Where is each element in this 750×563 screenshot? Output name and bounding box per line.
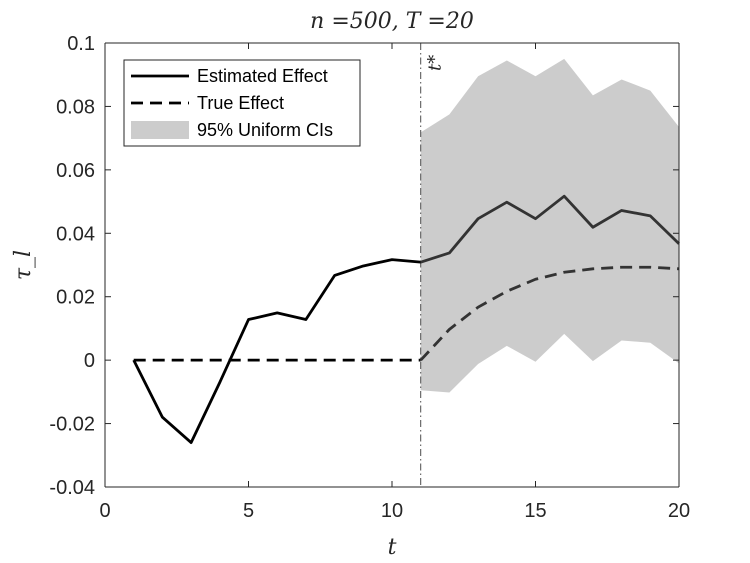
x-tick-label: 10 [381,500,403,522]
x-axis-label: t [388,535,397,560]
y-tick-label: 0 [84,350,95,372]
axes [104,42,680,488]
y-axis-label: τ_l [11,250,36,280]
legend: Estimated Effect True Effect 95% Uniform C… [123,59,361,147]
legend-estimated-effect-label: Estimated Effect [197,66,328,86]
y-tick-label: -0.02 [49,414,95,436]
y-tick-label: 0.06 [56,160,95,182]
chart-title: n =500, T =20 [310,9,474,34]
legend-ci-band-label: 95% Uniform CIs [197,120,333,140]
tick-labels: 0 5 10 15 20 -0.04 -0.02 0 0.02 0.04 0.06 0.08 0.1 [49,33,690,522]
y-tick-label: 0.02 [56,287,95,309]
y-tick-label: 0.08 [56,96,95,118]
series-layer [132,194,680,445]
y-tick-label: 0.04 [56,223,95,245]
y-tick-label: 0.1 [67,33,95,55]
vline-label: t* [425,55,446,71]
x-tick-label: 20 [668,500,690,522]
ci-band [420,58,679,393]
x-tick-label: 0 [99,500,110,522]
series-line-true-effect-post [419,265,680,362]
legend-true-effect-label: True Effect [197,93,284,113]
legend-ci-band-swatch [131,121,189,139]
x-tick-label: 15 [524,500,546,522]
y-tick-label: -0.04 [49,477,95,499]
series-line-estimated-effect [132,258,421,445]
x-tick-label: 5 [243,500,254,522]
ci-band-layer [420,58,679,393]
series-line-estimated-effect-post [420,194,680,264]
vline-layer: t* [420,43,446,487]
